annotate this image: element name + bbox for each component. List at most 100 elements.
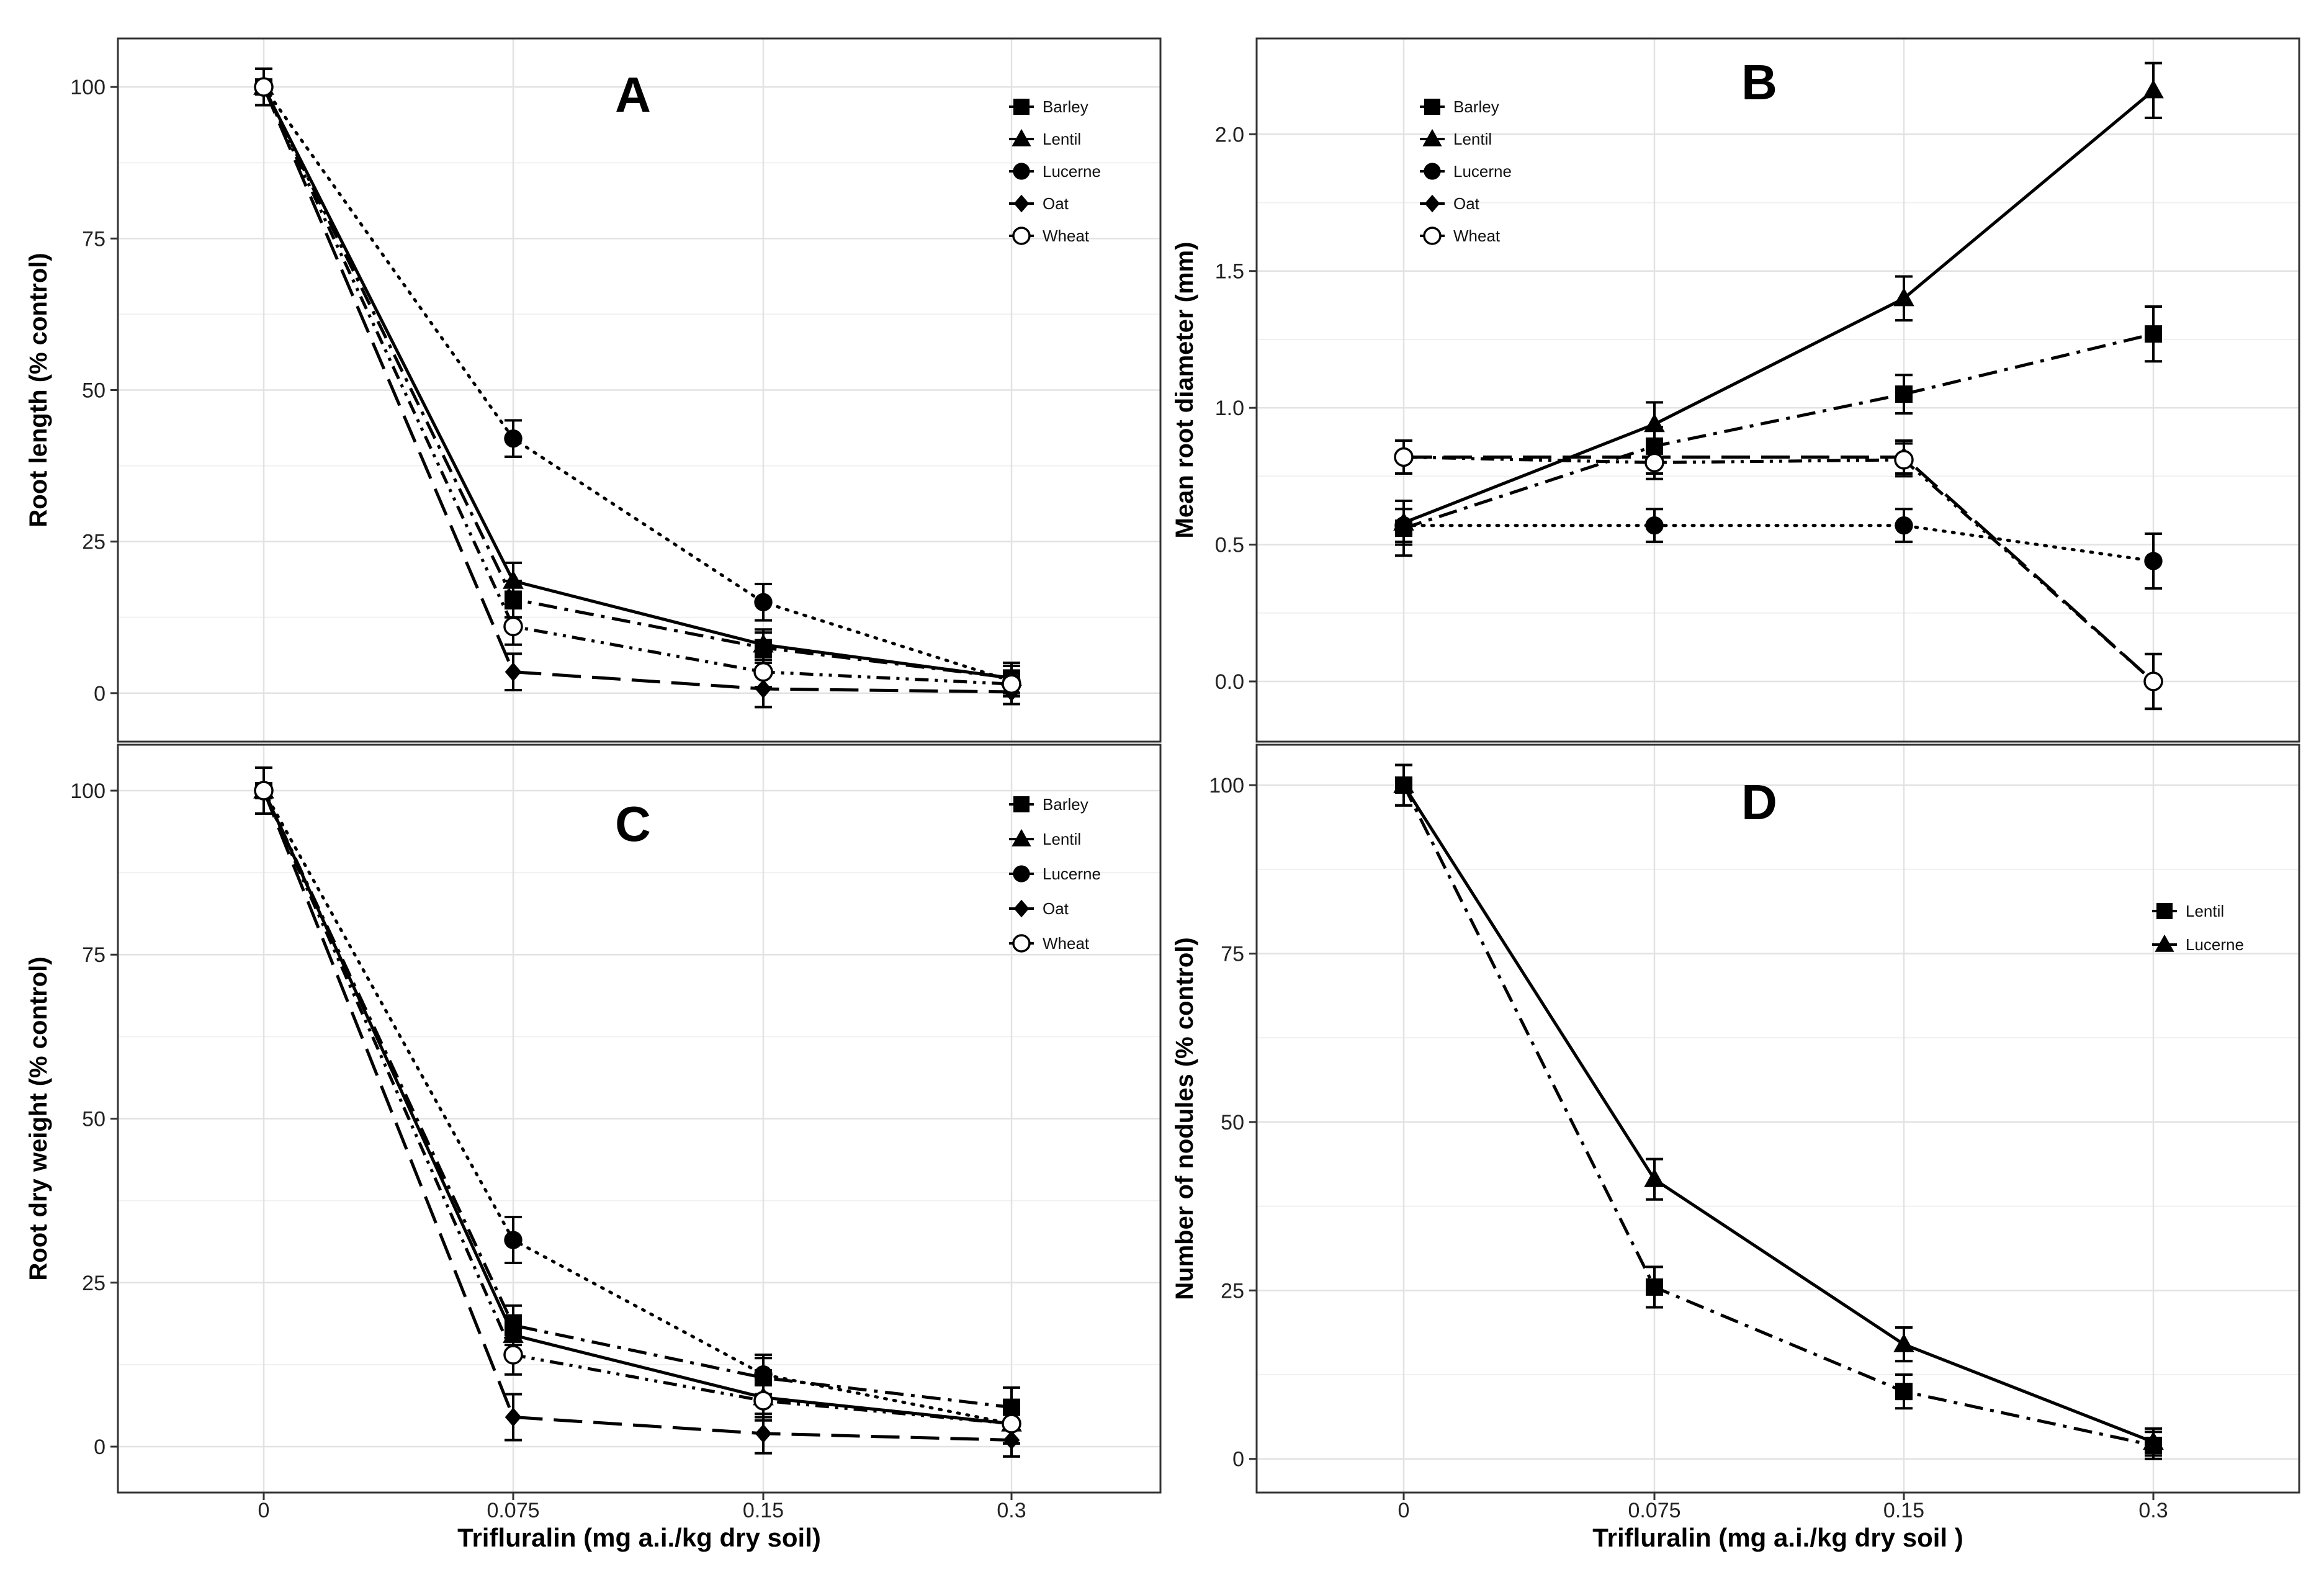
legend-label: Lucerne: [2186, 935, 2244, 954]
data-point: [1895, 385, 1913, 403]
legend-item: Barley: [1009, 795, 1088, 814]
series-line: [1403, 89, 2155, 524]
data-point: [1002, 1414, 1021, 1434]
legend-label: Lentil: [2186, 902, 2224, 920]
plot-frame: [1255, 743, 2300, 1494]
series-line: [1402, 524, 2155, 563]
data-point: [1646, 1278, 1663, 1296]
legend-key-marker: [1424, 99, 1440, 115]
y-tick-label: 1.5: [1215, 260, 1244, 284]
y-axis-title: Mean root diameter (mm): [1171, 242, 1198, 539]
legend-item: Wheat: [1420, 227, 1501, 245]
legend-item: Lentil: [1009, 829, 1081, 848]
series-line: [262, 86, 1012, 694]
y-tick-label: 25: [82, 531, 105, 554]
legend-key-marker: [1013, 163, 1030, 180]
data-point: [503, 570, 524, 589]
series-line: [1403, 332, 2154, 530]
data-point: [504, 429, 523, 448]
panel-label: B: [1741, 55, 1777, 110]
data-point: [1394, 447, 1414, 467]
data-point: [1893, 287, 1914, 307]
legend: Barley Lentil Lucerne Oat Wheat: [1420, 97, 1512, 245]
data-point: [2143, 1431, 2164, 1450]
legend-label: Oat: [1043, 899, 1069, 918]
legend-key-marker: [2156, 903, 2173, 919]
y-axis-title: Root length (% control): [25, 253, 52, 527]
legend-key-marker: [1013, 194, 1030, 213]
legend-key-marker: [1013, 865, 1030, 883]
y-tick-label: 1.0: [1215, 397, 1244, 420]
legend-item: Oat: [1009, 194, 1069, 213]
y-tick-label: 100: [70, 779, 105, 803]
legend-key-marker: [1012, 128, 1031, 146]
panel-c: 0 25 50 75 100 0 0.075 0.15 0.3 Root dry weight (…: [25, 743, 1162, 1552]
data-point: [2143, 671, 2163, 691]
y-tick-label: 100: [70, 76, 105, 99]
x-tick-label: 0.3: [2138, 1499, 2168, 1522]
y-tick-label: 25: [82, 1272, 105, 1295]
series-line: [262, 86, 1012, 686]
series-line: [262, 789, 1012, 1409]
data-point: [1644, 1168, 1665, 1187]
data-point: [753, 1391, 773, 1411]
x-tick-label: 0.075: [487, 1499, 539, 1522]
panel-label: D: [1741, 775, 1777, 830]
legend-label: Barley: [1043, 97, 1088, 116]
series-line: [1402, 784, 2154, 1444]
data-point: [1644, 452, 1664, 473]
data-point: [753, 634, 774, 653]
plot-frame: [1255, 37, 2300, 743]
x-tick-label: 0.3: [997, 1499, 1026, 1522]
legend-item: Lucerne: [2152, 934, 2244, 954]
y-axis-title: Root dry weight (% control): [25, 956, 52, 1280]
panel-label: C: [615, 796, 651, 851]
y-tick-label: 75: [82, 227, 105, 251]
legend-label: Lucerne: [1043, 162, 1101, 181]
legend-label: Lucerne: [1043, 865, 1101, 883]
legend: Barley Lentil Lucerne Oat Wheat: [1009, 97, 1101, 245]
series-line: [262, 789, 1012, 1426]
legend-item: Oat: [1420, 194, 1480, 213]
data-point: [1645, 516, 1664, 535]
y-tick-label: 0: [1232, 1448, 1244, 1471]
series-line: [1404, 456, 2155, 683]
data-point: [1393, 774, 1414, 793]
legend-key-marker: [1424, 163, 1441, 180]
legend-label: Wheat: [1043, 227, 1090, 245]
series-line: [262, 789, 1013, 1426]
data-point: [755, 679, 772, 699]
data-point: [1644, 413, 1665, 433]
legend-label: Oat: [1453, 194, 1480, 213]
legend-key-marker: [1012, 934, 1031, 953]
data-point: [755, 1424, 772, 1444]
legend-label: Barley: [1453, 97, 1499, 116]
y-tick-label: 0.5: [1215, 534, 1244, 557]
x-tick-label: 0.15: [743, 1499, 784, 1522]
legend-key-marker: [2155, 934, 2174, 952]
data-point: [503, 616, 523, 637]
data-point: [1894, 450, 1914, 470]
series-line: [262, 85, 1013, 683]
gridlines: [118, 745, 1160, 1493]
legend: Lentil Lucerne: [2152, 902, 2244, 954]
series-line: [262, 86, 1012, 680]
y-tick-label: 100: [1209, 774, 1244, 797]
legend-label: Barley: [1043, 795, 1088, 814]
legend-item: Lucerne: [1420, 162, 1512, 181]
y-tick-label: 0: [94, 682, 105, 706]
data-point: [1895, 516, 1913, 535]
data-point: [503, 1324, 524, 1343]
data-point: [503, 1345, 523, 1365]
panel-a: 0 25 50 75 100 Root length (% control) A Barley…: [25, 37, 1162, 743]
data-point: [754, 1365, 773, 1384]
plot-background: [1257, 38, 2299, 742]
y-tick-label: 2.0: [1215, 123, 1244, 146]
data-point: [753, 662, 773, 682]
legend-label: Wheat: [1043, 934, 1090, 953]
legend-item: Lucerne: [1009, 162, 1101, 181]
x-axis-title: Trifluralin (mg a.i./kg dry soil ): [1592, 1523, 1963, 1552]
legend-label: Lentil: [1043, 830, 1081, 848]
legend-item: Oat: [1009, 899, 1069, 918]
